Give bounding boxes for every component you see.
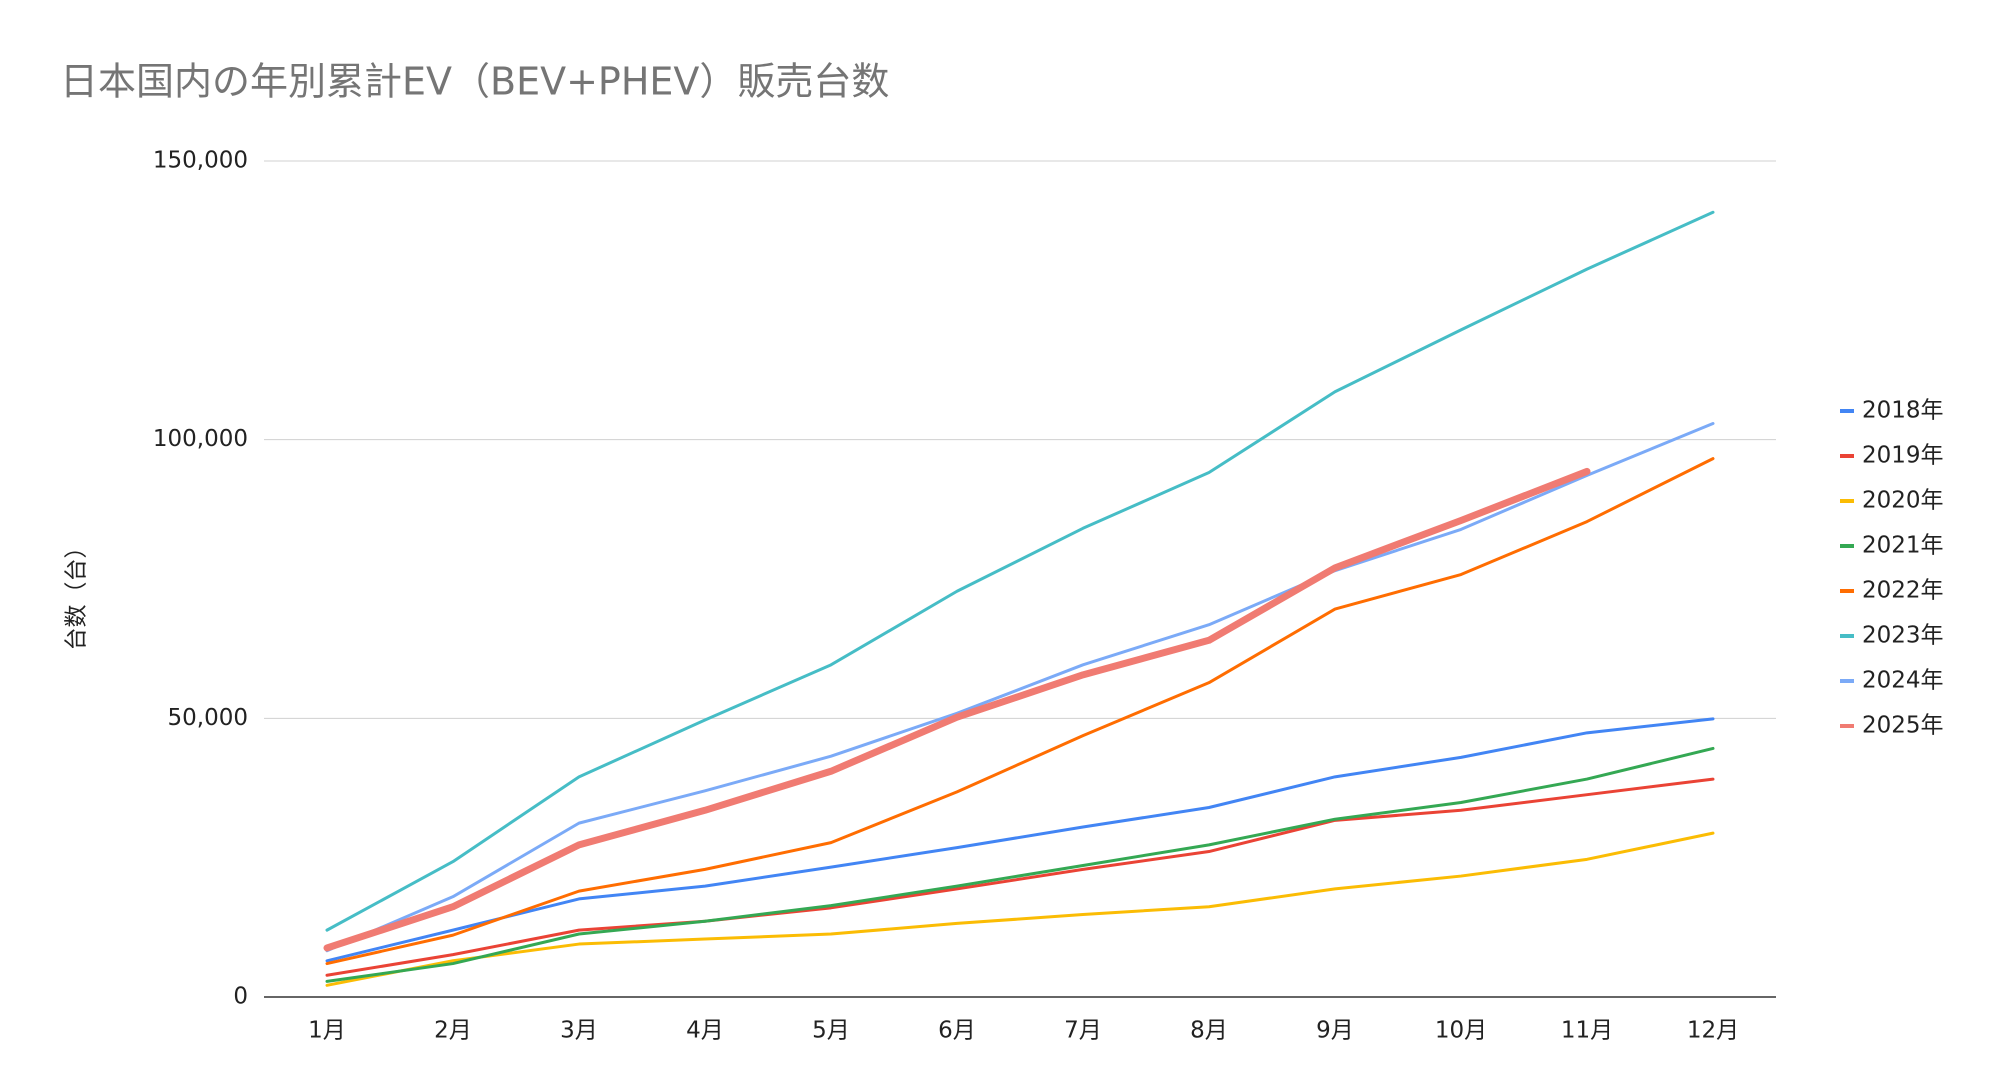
x-tick-label: 7月 <box>1064 1018 1102 1044</box>
x-tick-label: 4月 <box>686 1018 724 1044</box>
x-tick-label: 1月 <box>308 1018 346 1044</box>
y-tick-label: 0 <box>233 984 248 1010</box>
series-line <box>325 831 1715 987</box>
x-tick-label: 6月 <box>938 1018 976 1044</box>
series-line <box>325 717 1715 963</box>
x-tick-label: 12月 <box>1687 1018 1739 1044</box>
x-tick-label: 8月 <box>1190 1018 1228 1044</box>
x-tick-label: 11月 <box>1561 1018 1613 1044</box>
x-tick-label: 9月 <box>1316 1018 1354 1044</box>
legend-label: 2019年 <box>1862 443 1944 469</box>
series-line <box>325 746 1715 983</box>
y-tick-label: 50,000 <box>168 705 248 731</box>
series-line <box>325 422 1715 953</box>
series-line <box>325 457 1715 966</box>
y-tick-label: 100,000 <box>153 426 248 452</box>
legend-label: 2021年 <box>1862 533 1944 559</box>
legend-label: 2024年 <box>1862 668 1944 694</box>
legend-label: 2018年 <box>1862 398 1944 424</box>
series-line <box>325 777 1715 977</box>
legend-label: 2023年 <box>1862 623 1944 649</box>
x-tick-label: 5月 <box>812 1018 850 1044</box>
x-tick-label: 2月 <box>434 1018 472 1044</box>
chart-title: 日本国内の年別累計EV（BEV+PHEV）販売台数 <box>60 60 889 104</box>
x-tick-label: 3月 <box>560 1018 598 1044</box>
x-tick-label: 10月 <box>1435 1018 1487 1044</box>
series-line <box>323 467 1591 952</box>
series-line <box>325 210 1715 932</box>
legend-label: 2025年 <box>1862 713 1944 739</box>
legend-label: 2020年 <box>1862 488 1944 514</box>
y-axis-label: 台数（台） <box>64 536 90 651</box>
y-tick-label: 150,000 <box>153 148 248 174</box>
legend-label: 2022年 <box>1862 578 1944 604</box>
